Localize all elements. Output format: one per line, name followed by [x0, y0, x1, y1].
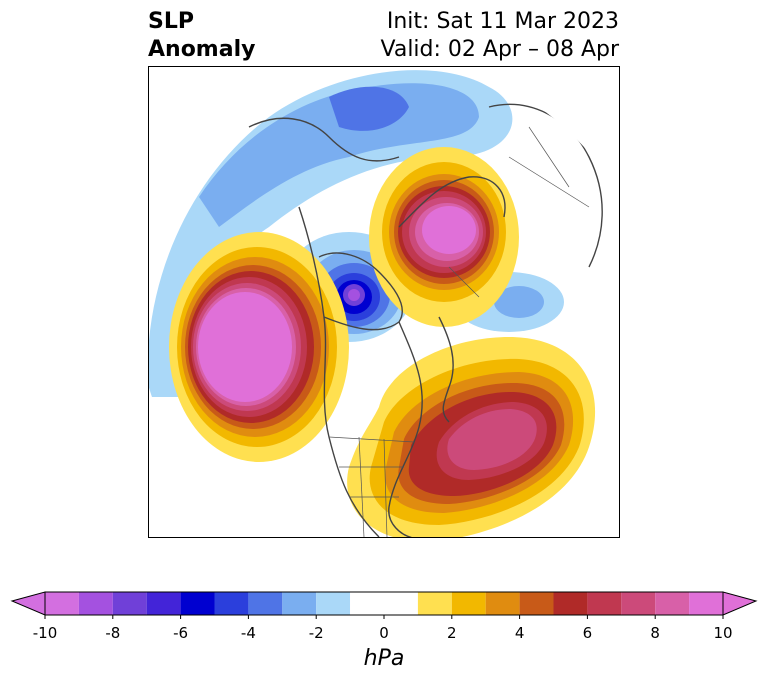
init-date: Init: Sat 11 Mar 2023 — [386, 9, 619, 34]
colorbar-tick-label: -4 — [240, 624, 256, 642]
colorbar-tick-label: -10 — [32, 624, 58, 642]
colorbar-segment — [214, 592, 249, 615]
colorbar-segment — [248, 592, 283, 615]
colorbar-tick-label: -6 — [173, 624, 189, 642]
title-left: SLP Anomaly — [148, 8, 255, 64]
colorbar-segment — [485, 592, 520, 615]
valid-range: Valid: 02 Apr – 08 Apr — [380, 37, 620, 62]
title-variable: SLP — [148, 9, 194, 34]
colorbar-tick-label: 8 — [650, 624, 660, 642]
colorbar-segment — [350, 592, 418, 615]
colorbar-tick-label: 0 — [379, 624, 389, 642]
pacific-high-l9 — [198, 292, 292, 402]
colorbar — [10, 591, 758, 619]
colorbar-tick-label: 10 — [713, 624, 733, 642]
colorbar-segment — [417, 592, 452, 615]
colorbar-tick-label: 4 — [514, 624, 525, 642]
neg-anomaly-band-core — [329, 86, 409, 131]
coastlines — [248, 103, 603, 537]
title-right: Init: Sat 11 Mar 2023 Valid: 02 Apr – 08… — [381, 8, 620, 64]
arctic-high-l9 — [422, 206, 476, 254]
borders — [328, 126, 590, 537]
map-panel — [148, 66, 620, 538]
colorbar-segment — [180, 592, 215, 615]
colorbar-segment — [519, 592, 554, 615]
colorbar-extend-max — [722, 591, 758, 616]
colorbar-tick-label: -2 — [308, 624, 324, 642]
colorbar-segment — [316, 592, 351, 615]
colorbar-segment — [282, 592, 317, 615]
colorbar-segment — [146, 592, 181, 615]
colorbar-segment — [112, 592, 147, 615]
hudson-low-l7 — [348, 289, 360, 301]
colorbar-segment — [587, 592, 622, 615]
atlantic-high-l7 — [447, 409, 537, 470]
colorbar-segment — [621, 592, 656, 615]
colorbar-segment — [655, 592, 690, 615]
colorbar-segment — [553, 592, 588, 615]
colorbar-segment — [689, 592, 723, 615]
colorbar-segment — [45, 592, 79, 615]
anomaly-map — [149, 67, 619, 537]
title-type: Anomaly — [148, 37, 256, 62]
asia-low-l2 — [494, 286, 544, 318]
neg-anomaly-band-mid — [199, 83, 479, 227]
colorbar-unit: hPa — [363, 646, 405, 671]
colorbar-segment — [451, 592, 486, 615]
colorbar-tick-label: -8 — [105, 624, 121, 642]
colorbar-tick-label: 6 — [582, 624, 593, 642]
colorbar-ticks — [44, 615, 724, 619]
colorbar-extend-min — [10, 591, 46, 616]
colorbar-tick-label: 2 — [447, 624, 457, 642]
colorbar-segment — [78, 592, 113, 615]
colorbar-segments — [45, 592, 723, 615]
